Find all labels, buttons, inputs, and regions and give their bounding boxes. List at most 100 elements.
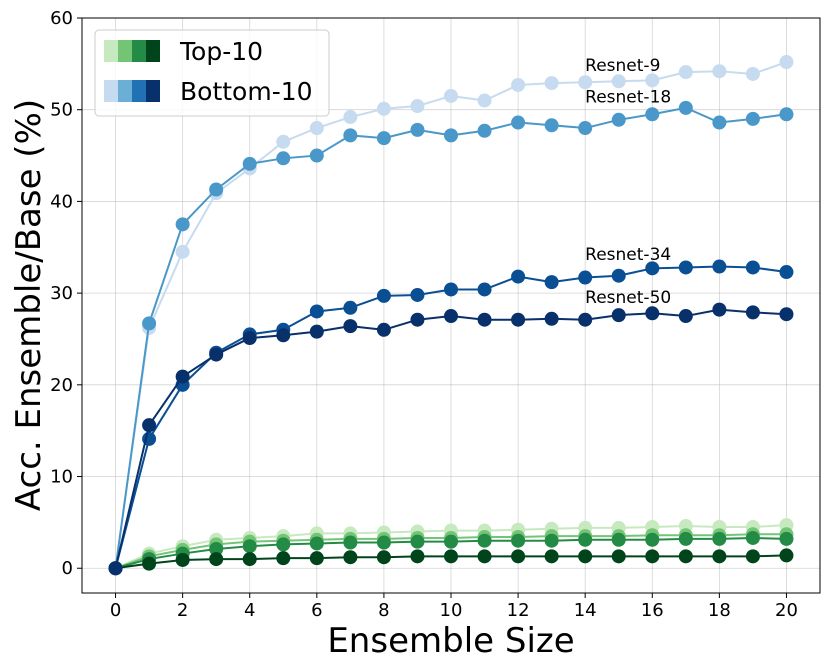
data-point <box>678 260 693 275</box>
data-point <box>477 533 492 548</box>
data-point <box>343 300 358 315</box>
data-point <box>175 244 190 259</box>
data-point <box>209 541 224 556</box>
data-point <box>242 539 257 554</box>
data-point <box>544 118 559 133</box>
data-point <box>276 151 291 166</box>
series-resnet-34 <box>108 259 794 576</box>
data-point <box>410 122 425 137</box>
data-point <box>611 268 626 283</box>
data-point <box>410 549 425 564</box>
data-point <box>444 128 458 143</box>
legend-swatch <box>118 40 132 62</box>
data-point <box>343 128 358 143</box>
data-point <box>578 549 593 564</box>
data-point <box>645 306 660 321</box>
data-point <box>376 131 391 146</box>
data-point <box>544 549 559 564</box>
data-point <box>209 347 224 362</box>
data-point <box>242 156 257 171</box>
data-point <box>745 549 760 564</box>
data-point <box>611 112 626 127</box>
data-point <box>477 123 492 138</box>
data-point <box>712 259 727 274</box>
data-point <box>511 533 526 548</box>
data-point <box>712 531 727 546</box>
data-point <box>444 534 458 549</box>
data-point <box>142 418 157 433</box>
series-top-10-d <box>108 548 794 576</box>
data-point <box>309 551 324 566</box>
data-point <box>645 73 660 88</box>
data-point <box>678 549 693 564</box>
data-point <box>645 549 660 564</box>
legend: Top-10 Bottom-10 <box>94 29 330 117</box>
data-point <box>645 532 660 547</box>
data-point <box>410 312 425 327</box>
data-point <box>611 308 626 323</box>
data-point <box>678 65 693 80</box>
legend-entries: Top-10 Bottom-10 <box>104 37 313 106</box>
data-point <box>376 101 391 116</box>
data-point <box>444 88 458 103</box>
data-point <box>578 312 593 327</box>
data-point <box>645 261 660 276</box>
data-point <box>343 319 358 334</box>
legend-label: Top-10 <box>179 37 263 66</box>
legend-label: Bottom-10 <box>180 77 313 106</box>
x-tick-label: 0 <box>110 600 121 621</box>
legend-swatch <box>104 40 118 62</box>
data-point <box>209 182 224 197</box>
data-point <box>309 536 324 551</box>
data-point <box>309 324 324 339</box>
data-point <box>444 309 458 324</box>
annotation-resnet-34: Resnet-34 <box>585 245 671 265</box>
data-point <box>276 328 291 343</box>
legend-entry-bottom-10: Bottom-10 <box>104 77 313 106</box>
data-point <box>142 556 157 571</box>
series-resnet-18 <box>108 100 794 576</box>
data-point <box>511 312 526 327</box>
x-tick-label: 16 <box>641 600 664 621</box>
x-axis-title: Ensemble Size <box>327 621 574 661</box>
data-point <box>343 550 358 565</box>
data-point <box>410 534 425 549</box>
data-point <box>712 302 727 317</box>
data-point <box>779 55 794 70</box>
data-point <box>376 535 391 550</box>
data-point <box>745 66 760 81</box>
data-point <box>712 549 727 564</box>
data-point <box>544 311 559 326</box>
legend-swatch <box>146 40 160 62</box>
data-point <box>343 110 358 125</box>
data-point <box>578 121 593 136</box>
annotation-resnet-50: Resnet-50 <box>585 288 671 308</box>
data-point <box>645 107 660 122</box>
data-point <box>511 549 526 564</box>
data-point <box>276 134 291 149</box>
data-point <box>175 552 190 567</box>
x-tick-label: 18 <box>708 600 731 621</box>
data-point <box>410 287 425 302</box>
x-tick-label: 8 <box>378 600 389 621</box>
data-point <box>477 282 492 297</box>
data-point <box>477 549 492 564</box>
data-point <box>745 530 760 545</box>
annotation-layer: Resnet-9 Resnet-18 Resnet-34 Resnet-50 <box>585 56 671 308</box>
data-point <box>376 322 391 337</box>
y-tick-label: 0 <box>62 558 73 579</box>
data-point <box>712 115 727 130</box>
y-tick-label: 40 <box>50 191 73 212</box>
data-point <box>309 148 324 163</box>
y-axis-title: Acc. Ensemble/Base (%) <box>9 99 49 511</box>
x-tick-label: 20 <box>775 600 798 621</box>
legend-swatch <box>132 40 146 62</box>
data-point <box>544 76 559 91</box>
data-point <box>779 548 794 563</box>
x-tick-label: 12 <box>507 600 530 621</box>
data-point <box>745 111 760 126</box>
x-tick-label: 6 <box>311 600 322 621</box>
data-point <box>745 260 760 275</box>
data-point <box>779 307 794 322</box>
data-point <box>712 64 727 79</box>
